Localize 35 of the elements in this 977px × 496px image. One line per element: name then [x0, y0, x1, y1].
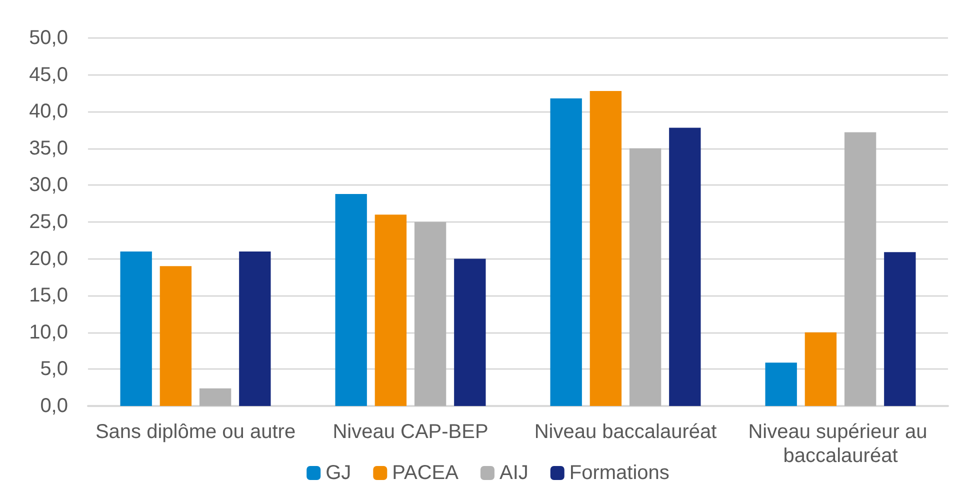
- y-tick-label: 15,0: [29, 284, 68, 307]
- y-tick-label: 50,0: [29, 27, 68, 49]
- bar: [199, 388, 232, 406]
- y-tick-label: 20,0: [29, 248, 68, 270]
- x-tick-label: Niveau baccalauréat: [534, 421, 718, 443]
- y-tick-label: 30,0: [29, 174, 68, 196]
- legend-label: AIJ: [499, 462, 528, 484]
- legend-label: PACEA: [392, 462, 460, 484]
- bar: [765, 362, 797, 406]
- bar: [160, 266, 192, 406]
- y-tick-label: 5,0: [40, 358, 68, 380]
- y-tick-label: 40,0: [29, 100, 68, 123]
- y-tick-label: 35,0: [29, 137, 68, 160]
- x-tick-label: Sans diplôme ou autre: [95, 421, 296, 443]
- bar: [804, 332, 837, 406]
- bar: [629, 148, 662, 406]
- bar: [454, 258, 486, 406]
- legend-label: Formations: [569, 462, 670, 484]
- bar: [550, 98, 582, 406]
- bar: [590, 90, 622, 406]
- y-tick-label: 10,0: [29, 321, 68, 344]
- bar: [374, 214, 407, 406]
- bar: [335, 194, 367, 406]
- x-tick-label: Niveau supérieur au baccalauréat: [748, 421, 933, 467]
- y-tick-label: 25,0: [29, 211, 68, 233]
- bar: [669, 128, 701, 406]
- legend-label: GJ: [326, 462, 352, 484]
- bar: [120, 251, 152, 406]
- bar: [884, 252, 916, 406]
- y-tick-label: 0,0: [40, 395, 68, 417]
- x-tick-label: Niveau CAP-BEP: [332, 421, 488, 443]
- bar: [414, 222, 446, 406]
- bar: [844, 132, 876, 406]
- bar: [239, 251, 271, 406]
- y-tick-label: 45,0: [29, 64, 68, 86]
